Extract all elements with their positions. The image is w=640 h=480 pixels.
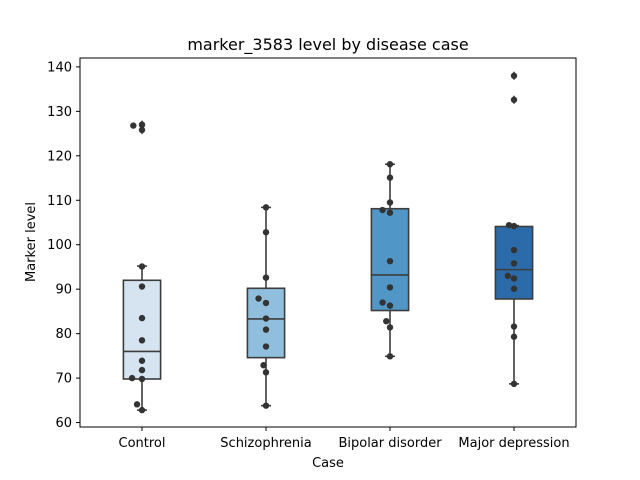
data-point [130,122,137,129]
data-point [262,326,270,333]
y-tick-label: 100 [47,238,72,253]
data-point [510,323,518,330]
y-tick-label: 140 [47,60,72,75]
y-axis-title: Marker level [24,202,39,282]
data-point [386,257,394,265]
data-point [128,374,136,382]
box [370,207,410,312]
data-point [386,284,394,291]
data-point [138,406,146,414]
data-point [386,199,394,206]
box [122,279,162,380]
data-point [510,285,518,292]
data-point [138,357,146,364]
data-point [510,380,518,388]
y-tick-label: 130 [47,105,72,120]
data-point [379,206,386,214]
data-point [262,274,270,281]
data-point [510,72,518,79]
data-point [133,401,141,408]
data-point [510,333,518,340]
x-tick-label: Control [119,436,166,451]
x-tick-label: Schizophrenia [220,436,311,451]
data-point [386,353,394,360]
data-point [510,246,518,254]
data-point [386,324,394,331]
data-point [510,275,518,282]
data-point [383,317,390,325]
data-point [262,369,270,376]
data-point [379,299,386,306]
data-point [138,126,146,134]
data-point [262,229,270,236]
data-point [262,299,270,307]
data-point [386,174,394,181]
data-point [255,295,262,302]
data-point [510,260,518,267]
y-tick-label: 60 [55,416,72,431]
y-tick-label: 80 [55,327,72,342]
x-axis-title: Case [312,456,344,471]
data-point [386,161,394,168]
data-point [262,204,270,211]
data-point [138,121,146,128]
data-point [504,272,511,280]
x-tick-label: Bipolar disorder [338,436,442,451]
data-point [138,283,146,290]
data-point [386,302,394,309]
y-tick-label: 120 [47,149,72,164]
data-point [138,375,146,383]
data-point [262,343,270,350]
data-point [505,221,513,229]
plot-area: 60 70 80 90 100 110 120 130 140 Control Schizophre… [47,57,577,451]
data-point [138,337,146,344]
y-tick-label: 110 [47,194,72,209]
chart-title: marker_3583 level by disease case [187,35,468,55]
data-point [262,315,270,322]
data-point [262,402,270,409]
data-point [510,96,518,103]
x-tick-label: Major depression [458,436,569,451]
plot-frame [79,57,577,428]
data-point [260,362,267,369]
data-point [510,222,518,230]
data-point [386,209,394,216]
data-point [138,263,146,270]
y-tick-label: 70 [55,372,72,387]
data-point [138,366,146,374]
data-point [138,314,146,322]
y-tick-label: 90 [55,283,72,298]
